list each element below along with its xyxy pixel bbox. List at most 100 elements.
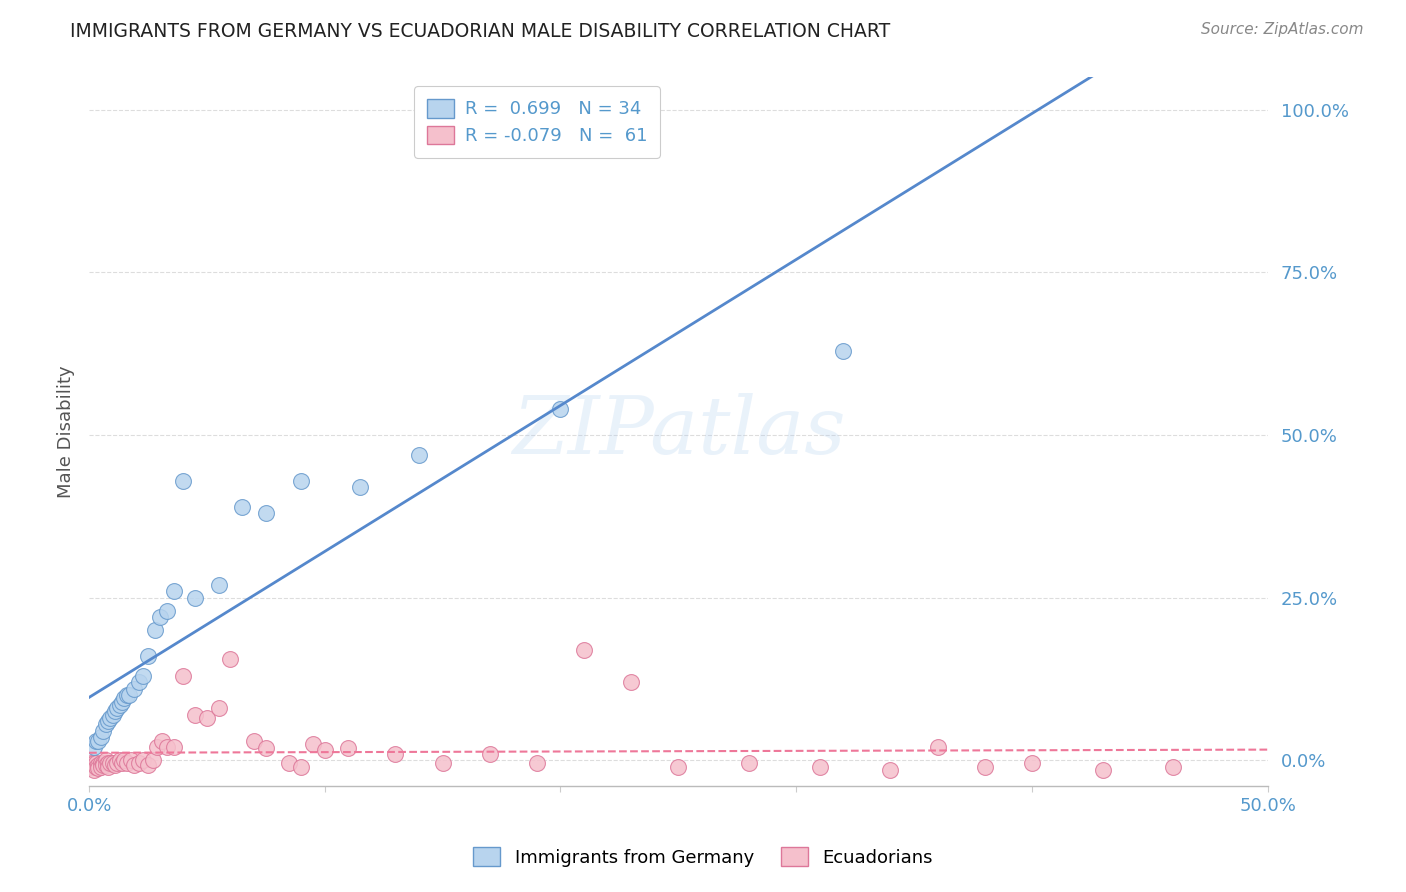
Point [172, 668, 194, 682]
Point [254, 741, 277, 756]
Point [91, 723, 114, 738]
Point [150, 733, 173, 747]
Point [432, 756, 454, 771]
Point [115, 756, 138, 771]
Point [927, 740, 949, 755]
Point [91, 756, 114, 771]
Point [290, 474, 312, 488]
Point [105, 701, 128, 715]
Point [149, 610, 172, 624]
Point [278, 756, 301, 771]
Point [101, 756, 124, 771]
Point [87, 733, 110, 747]
Point [384, 747, 406, 761]
Point [94, 753, 117, 767]
Legend: R =  0.699   N = 34, R = -0.079   N =  61: R = 0.699 N = 34, R = -0.079 N = 61 [415, 87, 659, 158]
Point [108, 698, 131, 712]
Point [104, 758, 127, 772]
Point [290, 759, 312, 773]
Point [122, 681, 145, 696]
Point [83, 740, 105, 755]
Point [112, 753, 135, 767]
Point [111, 695, 134, 709]
Point [184, 591, 207, 605]
Point [90, 756, 112, 771]
Point [349, 480, 371, 494]
Point [84, 733, 107, 747]
Point [112, 691, 135, 706]
Point [97, 759, 120, 773]
Point [314, 743, 336, 757]
Point [550, 402, 572, 417]
Text: IMMIGRANTS FROM GERMANY VS ECUADORIAN MALE DISABILITY CORRELATION CHART: IMMIGRANTS FROM GERMANY VS ECUADORIAN MA… [70, 22, 890, 41]
Point [108, 753, 131, 767]
Point [94, 758, 117, 772]
Point [118, 688, 141, 702]
Legend: Immigrants from Germany, Ecuadorians: Immigrants from Germany, Ecuadorians [465, 840, 941, 874]
Point [94, 717, 117, 731]
Point [243, 733, 266, 747]
Point [97, 714, 120, 728]
Point [146, 740, 169, 755]
Point [115, 688, 138, 702]
Point [98, 756, 121, 771]
Point [478, 747, 501, 761]
Point [231, 500, 253, 514]
Point [832, 343, 855, 358]
Point [122, 758, 145, 772]
Point [254, 506, 277, 520]
Point [526, 756, 548, 771]
Point [1163, 759, 1185, 773]
Point [90, 731, 112, 745]
Point [111, 756, 134, 771]
Point [620, 675, 643, 690]
Point [83, 763, 105, 777]
Point [101, 707, 124, 722]
Point [90, 759, 112, 773]
Point [98, 711, 121, 725]
Point [136, 649, 159, 664]
Point [666, 759, 689, 773]
Point [1021, 756, 1043, 771]
Point [302, 737, 325, 751]
Point [337, 741, 360, 756]
Point [219, 652, 242, 666]
Point [128, 756, 150, 771]
Point [104, 705, 127, 719]
Point [163, 740, 186, 755]
Point [1091, 763, 1114, 777]
Point [84, 759, 107, 773]
Point [105, 756, 128, 771]
Point [172, 474, 194, 488]
Point [132, 753, 155, 767]
Point [738, 756, 761, 771]
Point [408, 448, 430, 462]
Point [572, 642, 595, 657]
Point [163, 584, 186, 599]
Point [84, 756, 107, 771]
Point [156, 740, 179, 755]
Point [136, 758, 159, 772]
Point [879, 763, 901, 777]
Point [132, 668, 155, 682]
Point [128, 675, 150, 690]
Text: Source: ZipAtlas.com: Source: ZipAtlas.com [1201, 22, 1364, 37]
Point [184, 707, 207, 722]
Point [91, 758, 114, 772]
Point [83, 756, 105, 771]
Point [208, 577, 231, 591]
Point [143, 623, 166, 637]
Point [80, 759, 103, 773]
Point [195, 711, 218, 725]
Y-axis label: Male Disability: Male Disability [58, 366, 75, 498]
Point [87, 758, 110, 772]
Point [97, 756, 120, 771]
Point [142, 753, 165, 767]
Point [208, 701, 231, 715]
Point [973, 759, 995, 773]
Point [121, 753, 143, 767]
Text: ZIPatlas: ZIPatlas [512, 393, 845, 471]
Point [80, 756, 103, 771]
Point [156, 604, 179, 618]
Point [808, 759, 831, 773]
